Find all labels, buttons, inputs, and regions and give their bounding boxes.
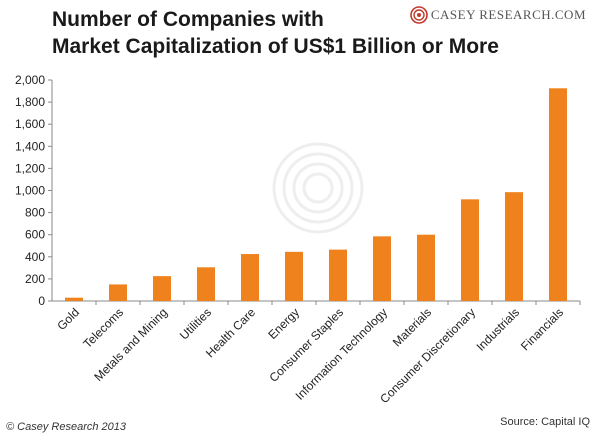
bar-financials <box>549 88 567 301</box>
bar-consumer-discretionary <box>461 199 479 301</box>
bar-metals-and-mining <box>153 276 171 301</box>
x-tick-label: Gold <box>54 305 82 333</box>
y-tick-label: 1,400 <box>15 139 45 153</box>
source-text: Source: Capital IQ <box>500 416 590 428</box>
x-tick-label: Financials <box>518 305 566 353</box>
y-tick-label: 0 <box>38 294 45 308</box>
chart-title: Number of Companies with Market Capitali… <box>52 6 499 60</box>
y-tick-label: 400 <box>25 250 45 264</box>
title-line-2: Market Capitalization of US$1 Billion or… <box>52 35 499 58</box>
bar-utilities <box>197 267 215 301</box>
bar-health-care <box>241 254 259 301</box>
bar-energy <box>285 251 303 301</box>
title-line-1: Number of Companies with <box>52 8 324 31</box>
x-tick-label: Energy <box>265 305 302 342</box>
bar-information-technology <box>373 236 391 301</box>
bar-telecoms <box>109 284 127 301</box>
casey-swirl-icon <box>410 6 428 24</box>
y-tick-label: 600 <box>25 228 45 242</box>
bar-consumer-staples <box>329 249 347 301</box>
y-tick-label: 1,000 <box>15 184 45 198</box>
bar-gold <box>65 297 83 301</box>
casey-research-logo: CASEY RESEARCH.COM <box>410 6 586 24</box>
watermark-swirl-icon <box>272 142 364 234</box>
bar-industrials <box>505 192 523 301</box>
copyright-text: © Casey Research 2013 <box>6 421 127 433</box>
y-tick-label: 2,000 <box>15 73 45 87</box>
y-tick-label: 1,800 <box>15 95 45 109</box>
y-tick-label: 200 <box>25 272 45 286</box>
x-tick-label: Utilities <box>177 305 214 342</box>
bar-materials <box>417 234 435 301</box>
logo-text: CASEY RESEARCH.COM <box>430 7 586 22</box>
x-tick-label: Materials <box>390 305 434 349</box>
y-tick-label: 1,200 <box>15 161 45 175</box>
y-tick-label: 800 <box>25 206 45 220</box>
x-tick-label: Telecoms <box>80 305 126 351</box>
x-tick-label: Industrials <box>474 305 523 354</box>
y-tick-label: 1,600 <box>15 117 45 131</box>
x-tick-label: Consumer Staples <box>266 305 346 385</box>
